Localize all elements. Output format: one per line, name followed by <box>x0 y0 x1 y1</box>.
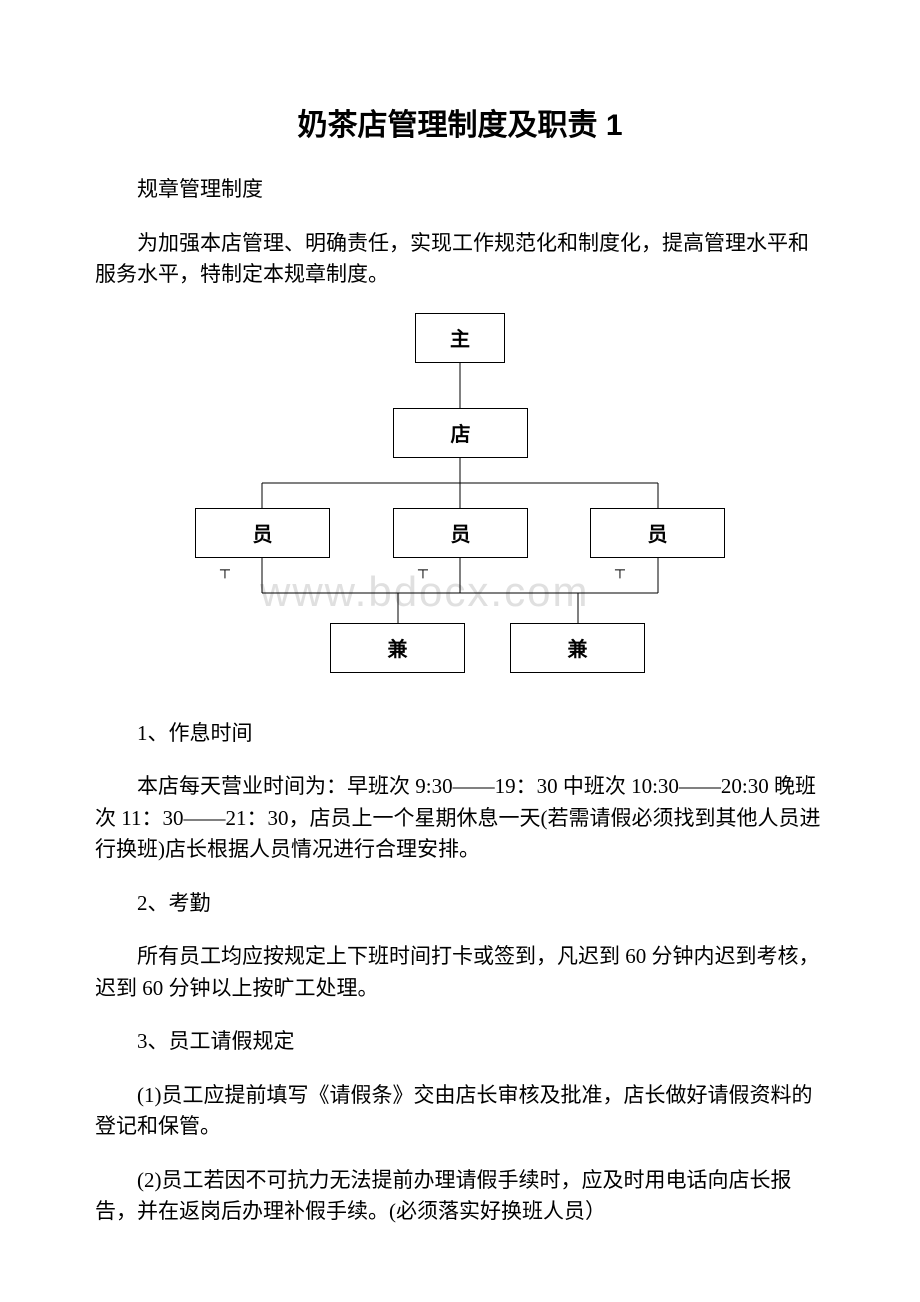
tick-2: ┬ <box>615 561 625 577</box>
node-yuan3: 员 <box>590 508 725 558</box>
para-section3-item2: (2)员工若因不可抗力无法提前办理请假手续时，应及时用电话向店长报告，并在返岗后… <box>95 1165 825 1228</box>
para-section1-body: 本店每天营业时间为：早班次 9:30——19：30 中班次 10:30——20:… <box>95 771 825 866</box>
node-jian1: 兼 <box>330 623 465 673</box>
para-section2-title: 2、考勤 <box>95 888 825 920</box>
para-section3-title: 3、员工请假规定 <box>95 1026 825 1058</box>
page-title: 奶茶店管理制度及职责 1 <box>95 100 825 144</box>
para-intro: 为加强本店管理、明确责任，实现工作规范化和制度化，提高管理水平和服务水平，特制定… <box>95 228 825 291</box>
node-jian2: 兼 <box>510 623 645 673</box>
org-diagram: www.bdocx.com 主店员员员兼兼┬┬┬ <box>95 313 825 693</box>
node-yuan2: 员 <box>393 508 528 558</box>
node-yuan1: 员 <box>195 508 330 558</box>
para-section3-item1: (1)员工应提前填写《请假条》交由店长审核及批准，店长做好请假资料的登记和保管。 <box>95 1080 825 1143</box>
node-zhu: 主 <box>415 313 505 363</box>
tick-1: ┬ <box>418 561 428 577</box>
para-subtitle: 规章管理制度 <box>95 174 825 206</box>
para-section2-body: 所有员工均应按规定上下班时间打卡或签到，凡迟到 60 分钟内迟到考核，迟到 60… <box>95 941 825 1004</box>
tick-0: ┬ <box>220 561 230 577</box>
node-dian: 店 <box>393 408 528 458</box>
para-section1-title: 1、作息时间 <box>95 718 825 750</box>
